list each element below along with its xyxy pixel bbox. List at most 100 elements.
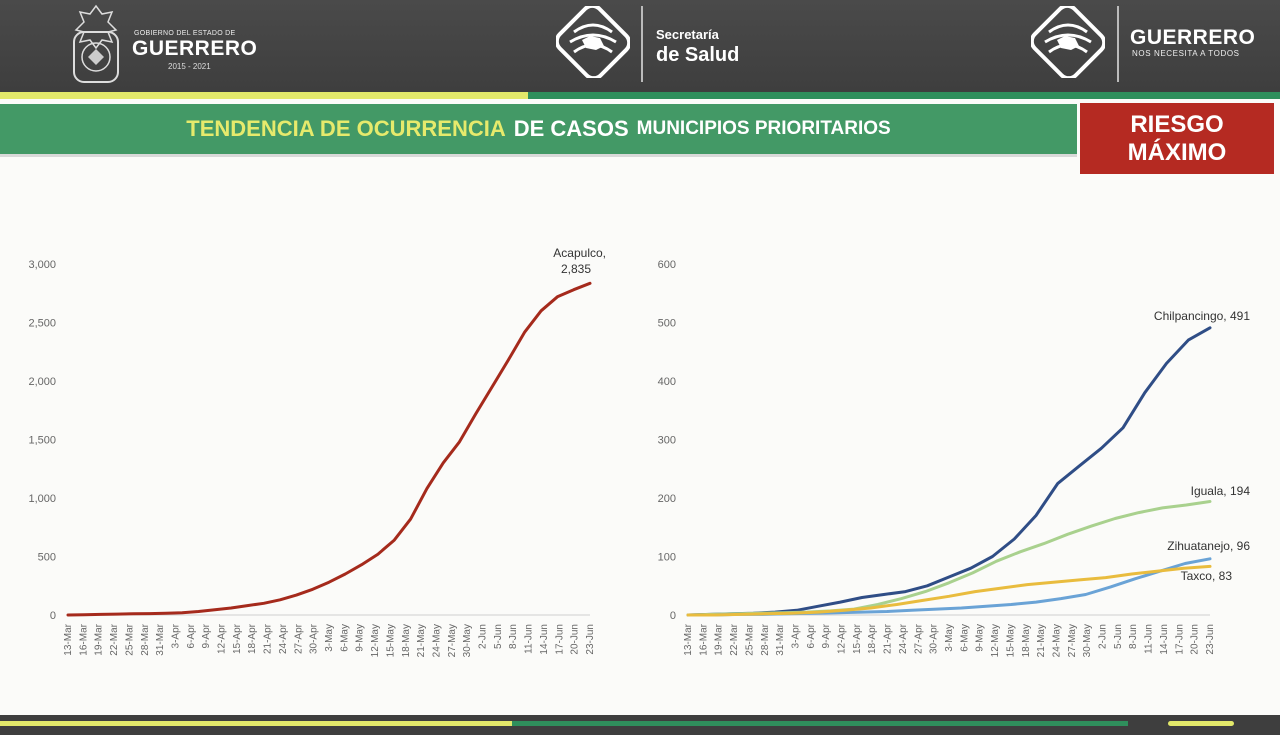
x-tick-label: 16-Mar	[698, 623, 709, 655]
data-label-chilpancingo: Chilpancingo, 491	[1154, 309, 1250, 323]
secretaria-caption: Secretaría	[656, 27, 719, 42]
risk-line-2: MÁXIMO	[1127, 138, 1227, 166]
y-tick-label: 500	[38, 552, 56, 564]
x-tick-label: 30-Apr	[309, 623, 320, 654]
title-middle: DE CASOS	[513, 116, 629, 141]
x-tick-label: 28-Mar	[760, 623, 771, 655]
state-seal-icon	[73, 4, 119, 83]
footer-accent-green	[512, 721, 1128, 726]
x-tick-label: 13-Mar	[63, 623, 74, 655]
gobierno-years: 2015 - 2021	[168, 62, 211, 71]
x-tick-label: 25-Mar	[124, 623, 135, 655]
x-tick-label: 12-May	[370, 624, 381, 657]
x-tick-label: 21-Apr	[883, 623, 894, 654]
x-tick-label: 12-Apr	[217, 623, 228, 654]
x-tick-label: 30-May	[1082, 624, 1093, 657]
x-tick-label: 3-May	[944, 624, 955, 652]
y-tick-label: 600	[658, 259, 676, 271]
y-tick-label: 0	[50, 610, 56, 622]
x-tick-label: 28-Mar	[140, 623, 151, 655]
x-tick-label: 23-Jun	[1205, 624, 1216, 655]
x-tick-label: 18-May	[1021, 624, 1032, 657]
risk-badge: RIESGO MÁXIMO	[1080, 103, 1274, 174]
x-tick-label: 9-Apr	[201, 623, 212, 648]
x-tick-label: 22-Mar	[109, 623, 120, 655]
x-tick-label: 18-Apr	[247, 623, 258, 654]
y-tick-label: 200	[658, 493, 676, 505]
y-tick-label: 100	[658, 552, 676, 564]
x-tick-label: 24-May	[1051, 624, 1062, 657]
header-accent-yellow	[0, 92, 530, 99]
secretaria-logo-icon	[556, 6, 630, 78]
x-tick-label: 8-Jun	[508, 624, 519, 649]
risk-line-1: RIESGO	[1130, 110, 1224, 138]
x-tick-label: 17-Jun	[554, 624, 565, 655]
title-banner: TENDENCIA DE OCURRENCIA DE CASOS MUNICIP…	[0, 104, 1077, 154]
x-tick-label: 9-May	[975, 624, 986, 652]
y-tick-label: 1,000	[28, 493, 56, 505]
x-tick-label: 9-May	[355, 624, 366, 652]
x-tick-label: 19-Mar	[94, 623, 105, 655]
header-accent-green	[528, 92, 1280, 99]
series-line-acapulco	[66, 281, 592, 617]
y-tick-label: 400	[658, 376, 676, 388]
banner-shadow	[0, 154, 1077, 157]
x-tick-label: 27-Apr	[293, 623, 304, 654]
guerrero-slogan-title: GUERRERO	[1130, 26, 1256, 49]
x-tick-label: 30-May	[462, 624, 473, 657]
title-end: MUNICIPIOS PRIORITARIOS	[636, 118, 891, 139]
x-tick-label: 2-Jun	[1098, 624, 1109, 649]
title-highlight: TENDENCIA DE OCURRENCIA	[186, 116, 506, 141]
municipios-chart: 0 100 200 300 400 500 600 13-Mar 16-Mar 19-Mar 22-…	[658, 259, 1251, 657]
x-tick-label: 20-Jun	[1190, 624, 1201, 655]
x-tick-label: 6-Apr	[186, 623, 197, 648]
x-tick-label: 14-Jun	[539, 624, 550, 655]
x-tick-label: 3-Apr	[170, 623, 181, 648]
x-tick-label: 12-Apr	[837, 623, 848, 654]
header-divider	[1117, 6, 1119, 82]
y-tick-label: 2,000	[28, 376, 56, 388]
x-tick-label: 2-Jun	[478, 624, 489, 649]
x-tick-label: 30-Apr	[929, 623, 940, 654]
x-tick-label: 11-Jun	[524, 624, 535, 654]
y-tick-label: 1,500	[28, 435, 56, 447]
data-label-zihuatanejo: Zihuatanejo, 96	[1167, 539, 1250, 553]
series-line-zihuatanejo	[686, 557, 1212, 617]
x-tick-label: 27-Apr	[913, 623, 924, 654]
x-tick-label: 24-Apr	[898, 623, 909, 654]
x-tick-label: 5-Jun	[493, 624, 504, 649]
x-tick-label: 5-Jun	[1113, 624, 1124, 649]
x-tick-label: 6-Apr	[806, 623, 817, 648]
x-tick-label: 8-Jun	[1128, 624, 1139, 649]
data-label-acapulco: Acapulco,	[553, 246, 606, 260]
y-tick-label: 500	[658, 318, 676, 330]
x-tick-label: 18-Apr	[867, 623, 878, 654]
x-tick-label: 19-Mar	[714, 623, 725, 655]
acapulco-chart: 0 500 1,000 1,500 2,000 2,500 3,000 13-Mar 16-Ma…	[28, 246, 606, 657]
x-tick-label: 6-May	[339, 624, 350, 652]
x-tick-label: 21-Apr	[263, 623, 274, 654]
header-divider	[641, 6, 643, 82]
x-tick-label: 15-Apr	[232, 623, 243, 654]
x-tick-label: 25-Mar	[744, 623, 755, 655]
data-label-taxco: Taxco, 83	[1181, 569, 1233, 583]
x-tick-label: 21-May	[416, 624, 427, 657]
series-line-iguala	[686, 500, 1212, 617]
y-tick-label: 0	[670, 610, 676, 622]
series-line-chilpancingo	[686, 326, 1212, 617]
data-label-iguala: Iguala, 194	[1191, 484, 1251, 498]
x-tick-label: 13-Mar	[683, 623, 694, 655]
x-tick-label: 3-May	[324, 624, 335, 652]
footer-accent-yellow	[0, 721, 512, 726]
data-value-label-acapulco: 2,835	[561, 262, 591, 276]
x-tick-label: 18-May	[401, 624, 412, 657]
y-tick-label: 3,000	[28, 259, 56, 271]
x-tick-label: 23-Jun	[585, 624, 596, 655]
x-tick-label: 24-Apr	[278, 623, 289, 654]
x-tick-label: 31-Mar	[775, 623, 786, 655]
x-tick-label: 9-Apr	[821, 623, 832, 648]
x-tick-label: 6-May	[959, 624, 970, 652]
x-tick-label: 11-Jun	[1144, 624, 1155, 654]
gobierno-name: GUERRERO	[132, 37, 258, 60]
series-line-taxco	[686, 564, 1212, 617]
